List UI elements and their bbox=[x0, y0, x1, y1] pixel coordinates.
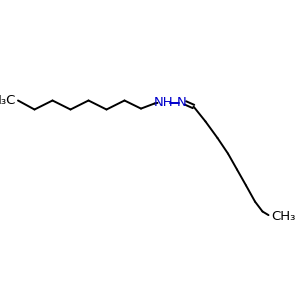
Text: NH: NH bbox=[154, 96, 173, 110]
Text: N: N bbox=[177, 96, 186, 110]
Text: CH₃: CH₃ bbox=[272, 210, 296, 223]
Text: H₃C: H₃C bbox=[0, 94, 16, 107]
